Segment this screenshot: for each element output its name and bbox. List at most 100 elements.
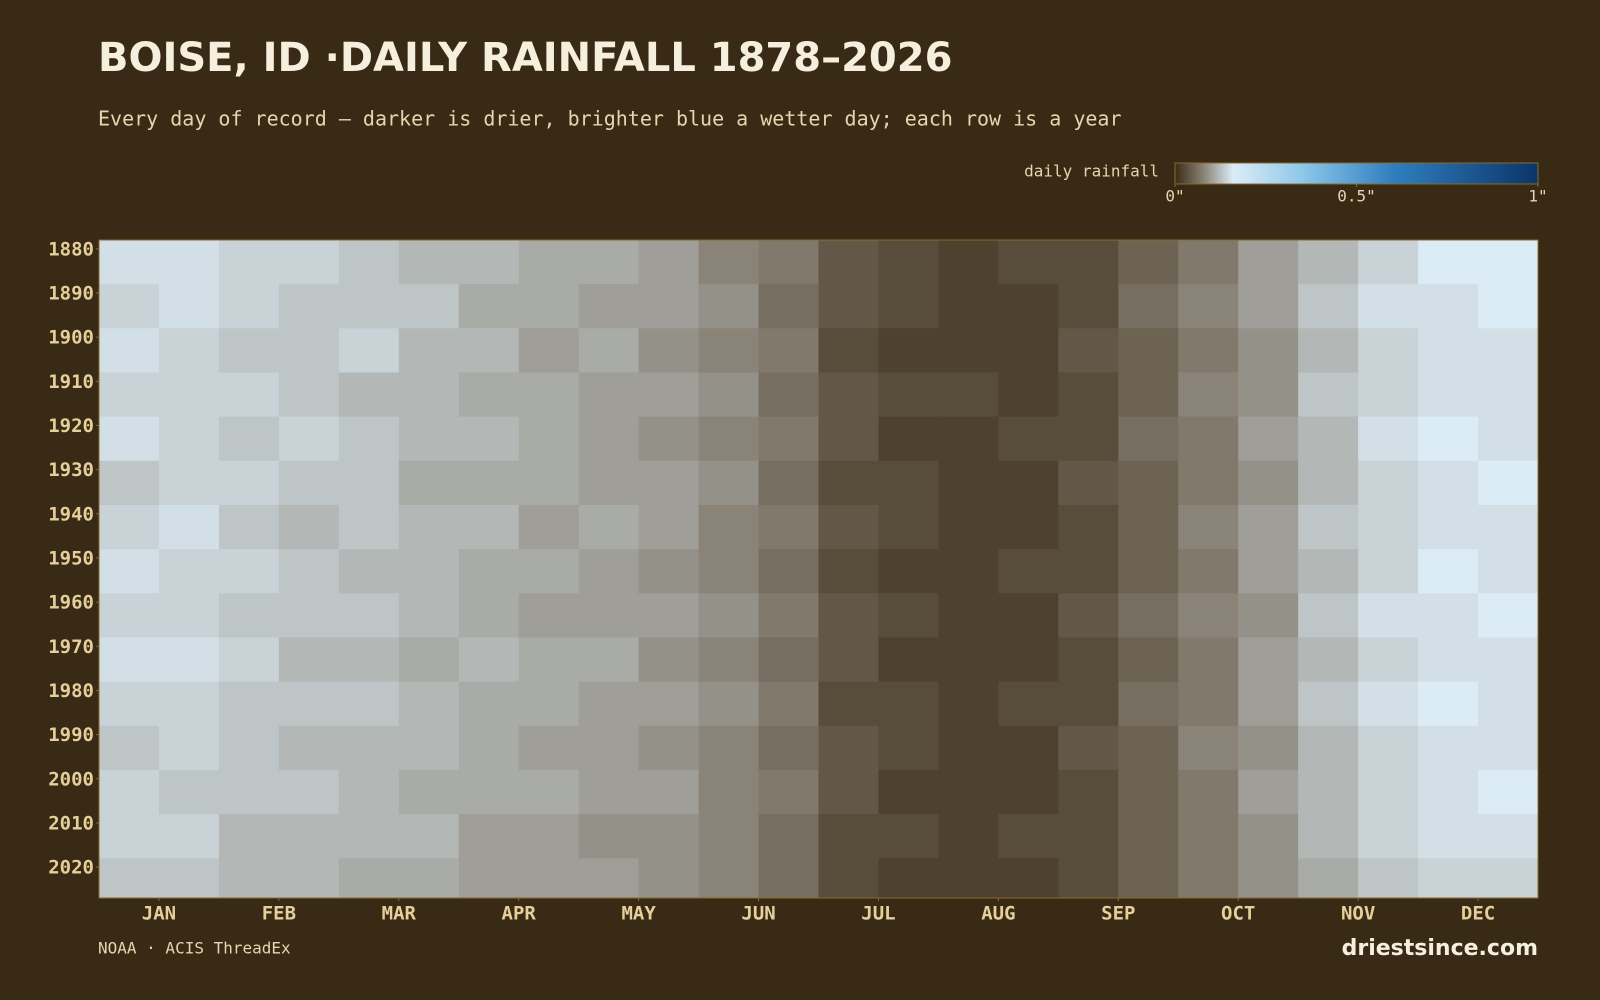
heat-cell: [818, 284, 879, 329]
heat-cell: [278, 769, 340, 815]
heat-cell: [1358, 725, 1419, 771]
heat-cell: [938, 460, 999, 506]
heat-cell: [99, 504, 160, 550]
heat-cell: [99, 460, 160, 506]
heat-cell: [578, 504, 640, 550]
heat-cell: [1118, 637, 1179, 683]
heat-cell: [998, 328, 1059, 373]
heat-cell: [818, 681, 879, 727]
heat-cell: [518, 328, 580, 373]
heat-cell: [1358, 814, 1419, 859]
heat-cell: [278, 637, 340, 683]
heat-cell: [638, 637, 700, 683]
heat-cell: [99, 593, 160, 638]
y-tick-label: 1880: [48, 238, 94, 260]
heat-cell: [1118, 593, 1179, 638]
heat-cell: [338, 681, 400, 727]
heat-cell: [1418, 725, 1479, 771]
heat-cell: [1358, 858, 1419, 899]
x-tick-label: JUL: [861, 903, 895, 925]
heat-cell: [758, 593, 819, 638]
heat-cell: [278, 549, 340, 594]
heat-cell: [938, 504, 999, 550]
heat-cell: [698, 460, 760, 506]
heat-cell: [1418, 460, 1479, 506]
colorbar-label: daily rainfall: [1024, 162, 1159, 181]
heat-cell: [1118, 284, 1179, 329]
heat-cell: [1238, 681, 1299, 727]
heat-cell: [1118, 328, 1179, 373]
heat-cell: [1238, 328, 1299, 373]
heat-cell: [398, 504, 460, 550]
heat-cell: [1478, 460, 1539, 506]
chart-title: BOISE, ID ·DAILY RAINFALL 1878–2026: [98, 35, 952, 81]
heat-cell: [1178, 637, 1239, 683]
heat-cell: [1058, 372, 1119, 418]
heat-cell: [1358, 328, 1419, 373]
y-tick-label: 2010: [48, 812, 94, 834]
heat-cell: [938, 814, 999, 859]
heat-cell: [1178, 725, 1239, 771]
heat-cell: [218, 593, 280, 638]
heat-cell: [1178, 814, 1239, 859]
heat-cell: [398, 284, 460, 329]
heat-cell: [638, 549, 700, 594]
heat-cell: [1058, 549, 1119, 594]
heat-cell: [99, 372, 160, 418]
heat-cell: [398, 460, 460, 506]
heat-cell: [1058, 814, 1119, 859]
heat-cell: [518, 416, 580, 462]
heat-cell: [1058, 725, 1119, 771]
heat-cell: [1298, 769, 1359, 815]
heat-cell: [99, 858, 160, 899]
heat-cell: [99, 328, 160, 373]
heat-cell: [458, 637, 520, 683]
heat-cell: [458, 504, 520, 550]
heat-cell: [758, 814, 819, 859]
heat-cell: [158, 504, 220, 550]
heat-cell: [278, 240, 340, 285]
heat-cell: [99, 637, 160, 683]
heat-cell: [638, 372, 700, 418]
heat-cell: [1298, 549, 1359, 594]
heat-cell: [1238, 460, 1299, 506]
heat-cell: [818, 725, 879, 771]
heat-cell: [878, 814, 939, 859]
heat-cell: [698, 769, 760, 815]
heat-cell: [578, 725, 640, 771]
colorbar-tick-label: 0": [1165, 187, 1184, 206]
heat-cell: [1358, 240, 1419, 285]
heat-cell: [878, 725, 939, 771]
heat-cell: [758, 372, 819, 418]
heat-cell: [398, 372, 460, 418]
x-tick-label: OCT: [1221, 903, 1255, 925]
heat-cell: [818, 814, 879, 859]
heat-cell: [158, 681, 220, 727]
heat-cell: [99, 416, 160, 462]
heat-cell: [758, 725, 819, 771]
heat-cell: [578, 416, 640, 462]
heat-cell: [998, 637, 1059, 683]
heat-cell: [1118, 769, 1179, 815]
heat-cell: [1358, 769, 1419, 815]
heat-cell: [878, 416, 939, 462]
heat-cell: [278, 858, 340, 899]
heat-cell: [938, 593, 999, 638]
heat-cell: [578, 284, 640, 329]
heat-cell: [338, 240, 400, 285]
heat-cell: [938, 725, 999, 771]
heat-cell: [1478, 416, 1539, 462]
heat-cell: [338, 593, 400, 638]
heat-cell: [158, 637, 220, 683]
heat-cell: [218, 681, 280, 727]
heat-cell: [638, 328, 700, 373]
heat-cell: [698, 858, 760, 899]
heat-cell: [1178, 593, 1239, 638]
heat-cell: [638, 725, 700, 771]
heat-cell: [758, 240, 819, 285]
heat-cell: [878, 284, 939, 329]
heat-cell: [698, 240, 760, 285]
heat-cell: [158, 725, 220, 771]
heat-cell: [1298, 593, 1359, 638]
heat-cell: [278, 372, 340, 418]
